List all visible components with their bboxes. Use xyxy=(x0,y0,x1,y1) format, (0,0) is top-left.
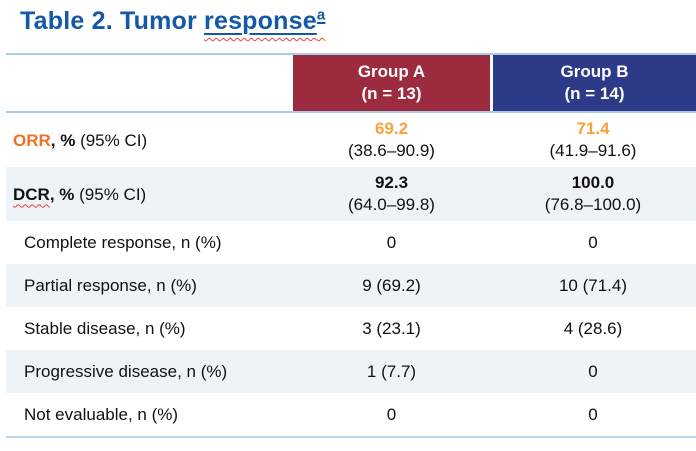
title-spellcheck-squiggle: responsea xyxy=(204,7,325,35)
row-label-not-evaluable: Not evaluable, n (%) xyxy=(24,405,179,424)
table-row-orr: ORR, % (95% CI) 69.2 (38.6–90.9) 71.4 (4… xyxy=(6,113,696,167)
table-bottom-border xyxy=(6,436,696,438)
row-label-partial-response: Partial response, n (%) xyxy=(24,276,197,295)
partial-response-group-a: 9 (69.2) xyxy=(362,275,421,295)
orr-unit: , % xyxy=(50,130,76,150)
progressive-disease-group-b: 0 xyxy=(588,361,598,381)
orr-group-b-cell: 71.4 (41.9–91.6) xyxy=(490,118,696,162)
table-header-row: Group A (n = 13) Group B (n = 14) xyxy=(6,53,696,113)
tumor-response-table: Group A (n = 13) Group B (n = 14) ORR, %… xyxy=(6,53,696,438)
table-row-partial-response: Partial response, n (%) 9 (69.2) 10 (71.… xyxy=(6,264,696,307)
table-row-complete-response: Complete response, n (%) 0 0 xyxy=(6,221,696,264)
dcr-ci-note: (95% CI) xyxy=(74,184,147,204)
row-label-complete-response: Complete response, n (%) xyxy=(24,233,222,252)
title-prefix: Table 2. Tumor xyxy=(20,7,205,35)
table-row-dcr: DCR, % (95% CI) 92.3 (64.0–99.8) 100.0 (… xyxy=(6,167,696,221)
dcr-abbrev: DCR xyxy=(13,184,50,204)
group-a-n: (n = 13) xyxy=(361,84,422,103)
orr-abbrev: ORR xyxy=(13,130,51,150)
group-a-label: Group A xyxy=(357,62,426,81)
group-b-label: Group B xyxy=(560,62,629,81)
stable-disease-group-b: 4 (28.6) xyxy=(563,318,623,338)
dcr-group-a-ci: (64.0–99.8) xyxy=(348,195,435,214)
table-row-progressive-disease: Progressive disease, n (%) 1 (7.7) 0 xyxy=(6,350,696,393)
orr-group-b-value: 71.4 xyxy=(576,119,610,138)
row-label-progressive-disease: Progressive disease, n (%) xyxy=(24,362,228,381)
title-footnote-marker: a xyxy=(316,6,326,24)
row-label-stable-disease: Stable disease, n (%) xyxy=(24,319,186,338)
orr-group-a-cell: 69.2 (38.6–90.9) xyxy=(293,118,490,162)
not-evaluable-group-a: 0 xyxy=(386,404,397,424)
group-b-n: (n = 14) xyxy=(564,84,625,103)
dcr-group-b-ci: (76.8–100.0) xyxy=(544,195,642,214)
orr-group-a-value: 69.2 xyxy=(374,119,409,138)
complete-response-group-a: 0 xyxy=(386,232,397,252)
title-underlined-word: response xyxy=(204,7,317,35)
stable-disease-group-a: 3 (23.1) xyxy=(362,318,421,338)
dcr-group-a-cell: 92.3 (64.0–99.8) xyxy=(293,172,490,216)
row-label-dcr: DCR, % (95% CI) xyxy=(6,184,293,205)
dcr-unit: , % xyxy=(49,184,75,204)
page-title: Table 2. Tumor responsea xyxy=(20,7,696,36)
dcr-group-b-cell: 100.0 (76.8–100.0) xyxy=(490,172,696,216)
header-empty-cell xyxy=(6,55,293,111)
row-label-orr: ORR, % (95% CI) xyxy=(6,130,293,151)
header-group-b: Group B (n = 14) xyxy=(490,55,696,111)
dcr-group-a-value: 92.3 xyxy=(374,173,409,192)
table-row-not-evaluable: Not evaluable, n (%) 0 0 xyxy=(6,393,696,436)
header-group-a: Group A (n = 13) xyxy=(293,55,490,111)
orr-ci-note: (95% CI) xyxy=(75,130,148,150)
progressive-disease-group-a: 1 (7.7) xyxy=(366,361,417,381)
complete-response-group-b: 0 xyxy=(588,232,598,252)
dcr-group-b-value: 100.0 xyxy=(571,173,615,192)
partial-response-group-b: 10 (71.4) xyxy=(558,275,628,295)
table-row-stable-disease: Stable disease, n (%) 3 (23.1) 4 (28.6) xyxy=(6,307,696,350)
orr-group-a-ci: (38.6–90.9) xyxy=(348,141,435,160)
orr-group-b-ci: (41.9–91.6) xyxy=(549,141,637,160)
not-evaluable-group-b: 0 xyxy=(588,404,598,424)
